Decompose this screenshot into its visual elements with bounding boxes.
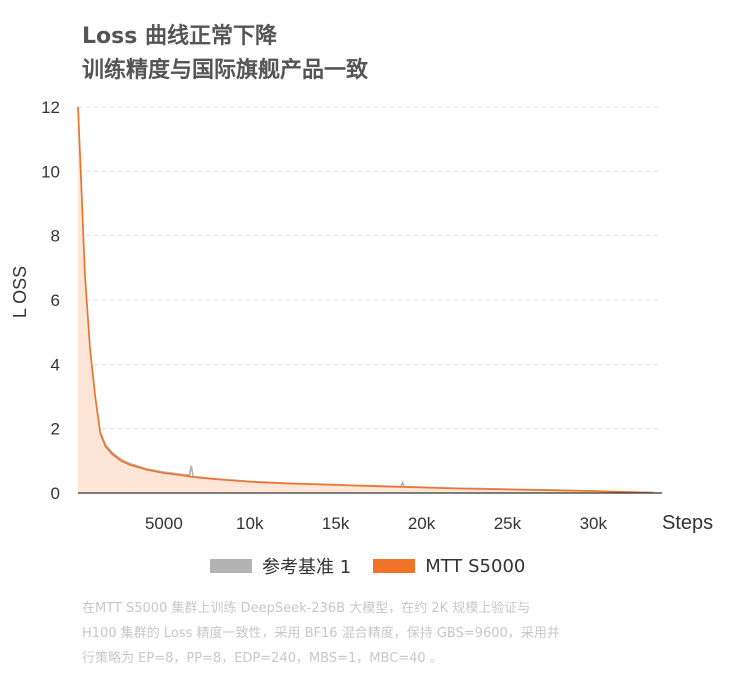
x-tick-label: 20k — [408, 514, 436, 533]
y-tick-label: 6 — [51, 291, 60, 310]
legend-swatch-mtt — [373, 559, 416, 573]
mtt-series-line — [77, 106, 654, 494]
x-tick-label: 30k — [580, 514, 608, 533]
x-tick-labels: 5000 10k 15k 20k 25k 30k — [145, 514, 608, 533]
chart-title-line-1: Loss 曲线正常下降 — [82, 24, 277, 49]
x-tick-label: 5000 — [145, 514, 183, 533]
footnote-line-1: 在MTT S5000 集群上训练 DeepSeek-236B 大模型，在约 2K… — [82, 601, 531, 616]
legend-swatch-baseline — [210, 559, 252, 573]
x-tick-label: 10k — [236, 514, 264, 533]
grid-lines — [78, 106, 662, 430]
legend-label-baseline: 参考基准 1 — [262, 557, 352, 578]
legend-item-mtt[interactable]: MTT S5000 — [373, 556, 525, 577]
x-axis-label: Steps — [662, 512, 713, 534]
x-tick-label: 15k — [322, 514, 350, 533]
legend: 参考基准 1 MTT S5000 — [210, 553, 547, 579]
footnote-line-2: H100 集群的 Loss 精度一致性，采用 BF16 混合精度，保持 GBS=… — [82, 626, 560, 641]
y-tick-label: 10 — [41, 162, 60, 181]
chart-title-line-2: 训练精度与国际旗舰产品一致 — [82, 58, 369, 83]
y-tick-labels: 0 2 4 6 8 10 12 — [41, 98, 60, 503]
y-tick-label: 2 — [51, 420, 60, 439]
y-axis-label: L OSS — [10, 266, 30, 318]
loss-chart: 0 2 4 6 8 10 12 5000 10k 15k 20k 25k 30k L OSS Step… — [10, 98, 713, 534]
legend-label-mtt: MTT S5000 — [425, 555, 526, 577]
footnote: 在MTT S5000 集群上训练 DeepSeek-236B 大模型，在约 2K… — [82, 596, 662, 671]
y-tick-label: 12 — [41, 98, 60, 117]
y-tick-label: 0 — [51, 484, 60, 503]
y-tick-label: 4 — [51, 355, 60, 374]
footnote-line-3: 行策略为 EP=8，PP=8，EDP=240，MBS=1，MBC=40 。 — [82, 651, 443, 666]
y-tick-label: 8 — [51, 227, 60, 246]
x-tick-label: 25k — [494, 514, 522, 533]
legend-item-baseline[interactable]: 参考基准 1 — [210, 553, 351, 579]
